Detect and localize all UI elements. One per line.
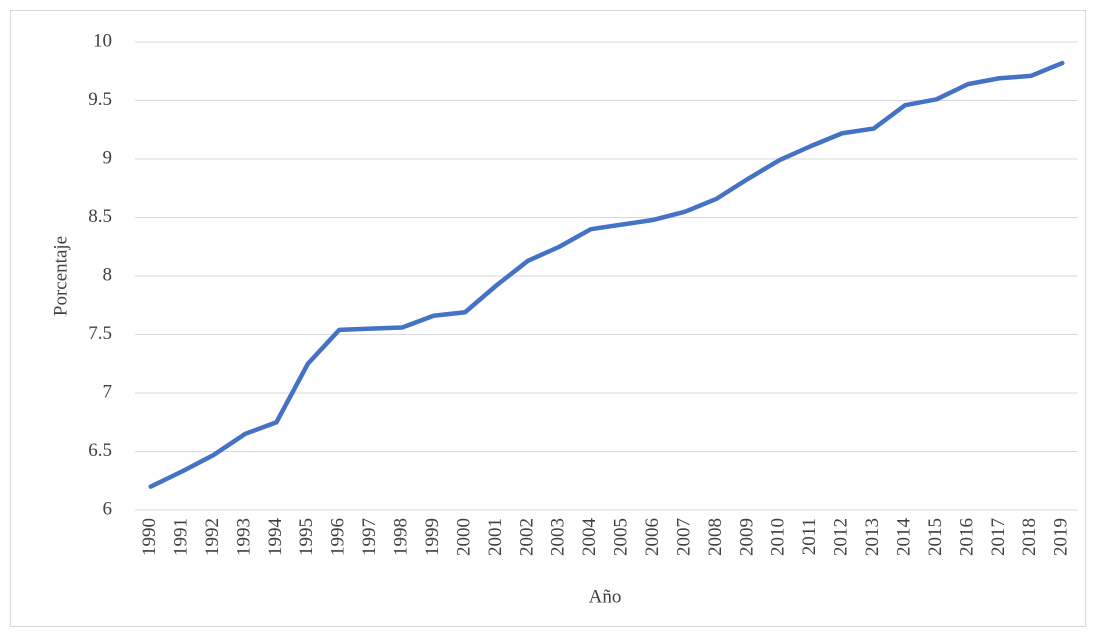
y-tick-label: 8.5 — [88, 206, 112, 227]
x-tick-label: 1999 — [422, 518, 443, 556]
y-tick-label: 7 — [103, 381, 113, 402]
y-tick-label: 8 — [103, 264, 113, 285]
x-tick-label: 1991 — [171, 518, 192, 556]
x-tick-label: 2017 — [988, 518, 1009, 556]
x-tick-label: 2015 — [925, 518, 946, 556]
y-tick-label: 6.5 — [88, 440, 112, 461]
x-tick-label: 1993 — [233, 518, 254, 556]
y-tick-label: 6 — [103, 498, 113, 519]
x-tick-label: 2002 — [516, 518, 537, 556]
x-tick-label: 2004 — [579, 518, 600, 557]
x-tick-label: 1995 — [296, 518, 317, 556]
y-tick-label: 9.5 — [88, 89, 112, 110]
plot: 6 6.5 7 7.5 8 8.5 9 9.5 10 1990 1991 1992 1993 1994 19… — [88, 30, 1078, 556]
x-tick-label: 1998 — [391, 518, 412, 556]
x-tick-label: 2009 — [736, 518, 757, 556]
x-tick-label: 2014 — [893, 518, 914, 557]
line-series — [148, 60, 1065, 489]
x-tick-label: 2007 — [673, 518, 694, 556]
x-tick-label: 2016 — [956, 518, 977, 556]
x-tick-label: 2005 — [611, 518, 632, 556]
x-tick-label: 1997 — [359, 518, 380, 556]
x-tick-label: 2000 — [453, 518, 474, 556]
y-tick-label: 10 — [93, 30, 112, 51]
x-tick-label: 2012 — [831, 518, 852, 556]
x-tick-label: 1992 — [202, 518, 223, 556]
x-tick-label: 2001 — [485, 518, 506, 556]
x-tick-label: 2011 — [799, 518, 820, 555]
x-tick-label: 2018 — [1019, 518, 1040, 556]
x-tick-label: 2010 — [768, 518, 789, 556]
chart-frame — [10, 10, 1086, 627]
x-tick-label: 2019 — [1051, 518, 1072, 556]
x-tick-label: 2008 — [705, 518, 726, 556]
x-tick-label: 2013 — [862, 518, 883, 556]
y-tick-label: 7.5 — [88, 323, 112, 344]
x-axis-label: Año — [589, 586, 622, 607]
x-tick-label: 1990 — [139, 518, 160, 556]
x-tick-label: 2006 — [642, 518, 663, 556]
y-tick-label: 9 — [103, 147, 113, 168]
y-axis-label: Porcentaje — [50, 236, 71, 316]
x-tick-label: 2003 — [548, 518, 569, 556]
x-tick-label: 1996 — [328, 518, 349, 556]
x-tick-label: 1994 — [265, 518, 286, 557]
